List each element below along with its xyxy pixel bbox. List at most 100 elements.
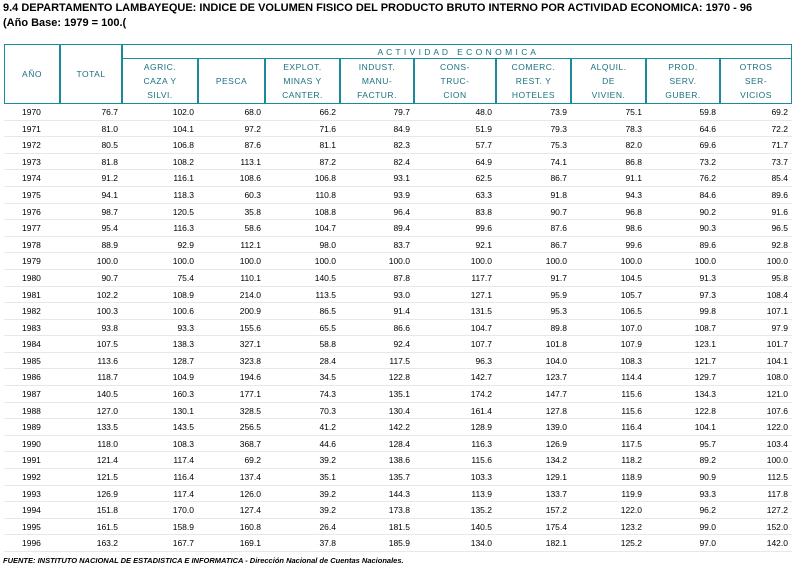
value-cell: 91.8 xyxy=(496,187,571,204)
year-cell: 1974 xyxy=(4,170,60,187)
value-cell: 93.3 xyxy=(122,320,198,337)
value-cell: 100.6 xyxy=(122,303,198,320)
value-cell: 48.0 xyxy=(414,104,496,121)
value-cell: 87.2 xyxy=(265,154,340,171)
value-cell: 104.1 xyxy=(720,353,792,370)
value-cell: 95.3 xyxy=(496,303,571,320)
value-cell: 107.5 xyxy=(60,336,122,353)
value-cell: 99.6 xyxy=(414,220,496,237)
value-cell: 98.0 xyxy=(265,237,340,254)
value-cell: 59.8 xyxy=(646,104,720,121)
value-cell: 39.2 xyxy=(265,486,340,503)
value-cell: 71.6 xyxy=(265,121,340,138)
value-cell: 118.7 xyxy=(60,369,122,387)
value-cell: 91.2 xyxy=(60,170,122,187)
value-cell: 69.2 xyxy=(720,104,792,121)
value-cell: 41.2 xyxy=(265,419,340,436)
value-cell: 90.9 xyxy=(646,469,720,486)
header-line: AGRIC. xyxy=(143,62,177,72)
value-cell: 92.4 xyxy=(340,336,414,353)
value-cell: 101.8 xyxy=(496,336,571,353)
value-cell: 137.4 xyxy=(198,469,265,486)
value-cell: 100.0 xyxy=(720,253,792,270)
value-cell: 91.6 xyxy=(720,204,792,221)
value-cell: 131.5 xyxy=(414,303,496,320)
value-cell: 126.9 xyxy=(496,436,571,453)
value-cell: 80.5 xyxy=(60,137,122,154)
value-cell: 86.7 xyxy=(496,237,571,254)
header-line: REST. Y xyxy=(515,76,552,86)
value-cell: 95.9 xyxy=(496,287,571,304)
value-cell: 106.5 xyxy=(571,303,646,320)
value-cell: 39.2 xyxy=(265,502,340,519)
value-cell: 108.7 xyxy=(646,320,720,337)
value-cell: 185.9 xyxy=(340,535,414,552)
value-cell: 127.4 xyxy=(198,502,265,519)
value-cell: 91.3 xyxy=(646,270,720,287)
value-cell: 113.9 xyxy=(414,486,496,503)
header-line: SER- xyxy=(744,76,768,86)
value-cell: 69.2 xyxy=(198,452,265,470)
header-line: VICIOS xyxy=(740,90,772,100)
value-cell: 97.9 xyxy=(720,320,792,337)
value-cell: 144.3 xyxy=(340,486,414,503)
year-cell: 1989 xyxy=(4,419,60,436)
header-line: GUBER. xyxy=(665,90,701,100)
value-cell: 108.8 xyxy=(265,204,340,221)
group-header: A C T I V I D A D E C O N O M I C A xyxy=(122,44,792,59)
value-cell: 133.5 xyxy=(60,419,122,436)
value-cell: 121.7 xyxy=(646,353,720,370)
value-cell: 81.8 xyxy=(60,154,122,171)
value-cell: 92.1 xyxy=(414,237,496,254)
value-cell: 160.3 xyxy=(122,386,198,403)
header-line: ALQUIL. xyxy=(590,62,627,72)
value-cell: 79.7 xyxy=(340,104,414,121)
value-cell: 73.7 xyxy=(720,154,792,171)
column-header: INDUST. MANU- FACTUR. xyxy=(340,58,414,104)
value-cell: 108.3 xyxy=(571,353,646,370)
value-cell: 115.6 xyxy=(414,452,496,470)
value-cell: 116.1 xyxy=(122,170,198,187)
year-cell: 1982 xyxy=(4,303,60,320)
value-cell: 177.1 xyxy=(198,386,265,403)
value-cell: 99.8 xyxy=(646,303,720,320)
value-cell: 256.5 xyxy=(198,419,265,436)
value-cell: 328.5 xyxy=(198,403,265,420)
value-cell: 74.1 xyxy=(496,154,571,171)
value-cell: 121.0 xyxy=(720,386,792,403)
value-cell: 129.7 xyxy=(646,369,720,387)
value-cell: 117.4 xyxy=(122,486,198,503)
value-cell: 100.0 xyxy=(414,253,496,270)
value-cell: 143.5 xyxy=(122,419,198,436)
header-line: MANU- xyxy=(361,76,393,86)
value-cell: 75.1 xyxy=(571,104,646,121)
value-cell: 91.4 xyxy=(340,303,414,320)
value-cell: 117.8 xyxy=(720,486,792,503)
value-cell: 91.7 xyxy=(496,270,571,287)
value-cell: 147.7 xyxy=(496,386,571,403)
value-cell: 82.0 xyxy=(571,137,646,154)
header-line: AÑO xyxy=(22,69,42,79)
value-cell: 87.6 xyxy=(198,137,265,154)
value-cell: 107.7 xyxy=(414,336,496,353)
year-cell: 1983 xyxy=(4,320,60,337)
column-header: AÑO xyxy=(4,44,60,104)
year-cell: 1978 xyxy=(4,237,60,254)
value-cell: 108.2 xyxy=(122,154,198,171)
value-cell: 92.8 xyxy=(720,237,792,254)
year-cell: 1996 xyxy=(4,535,60,552)
footer: FUENTE: INSTITUTO NACIONAL DE ESTADISTIC… xyxy=(3,556,404,565)
value-cell: 89.4 xyxy=(340,220,414,237)
value-cell: 70.3 xyxy=(265,403,340,420)
value-cell: 104.7 xyxy=(414,320,496,337)
value-cell: 100.0 xyxy=(496,253,571,270)
value-cell: 107.0 xyxy=(571,320,646,337)
value-cell: 161.5 xyxy=(60,519,122,536)
value-cell: 181.5 xyxy=(340,519,414,536)
value-cell: 118.9 xyxy=(571,469,646,486)
value-cell: 76.2 xyxy=(646,170,720,187)
value-cell: 35.8 xyxy=(198,204,265,221)
value-cell: 81.0 xyxy=(60,121,122,138)
value-cell: 140.5 xyxy=(60,386,122,403)
header-line: TOTAL xyxy=(76,69,106,79)
